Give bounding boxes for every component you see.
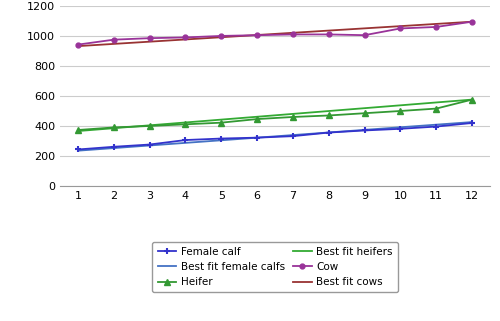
- Legend: Female calf, Best fit female calfs, Heifer, Best fit heifers, Cow, Best fit cows: Female calf, Best fit female calfs, Heif…: [152, 242, 398, 292]
